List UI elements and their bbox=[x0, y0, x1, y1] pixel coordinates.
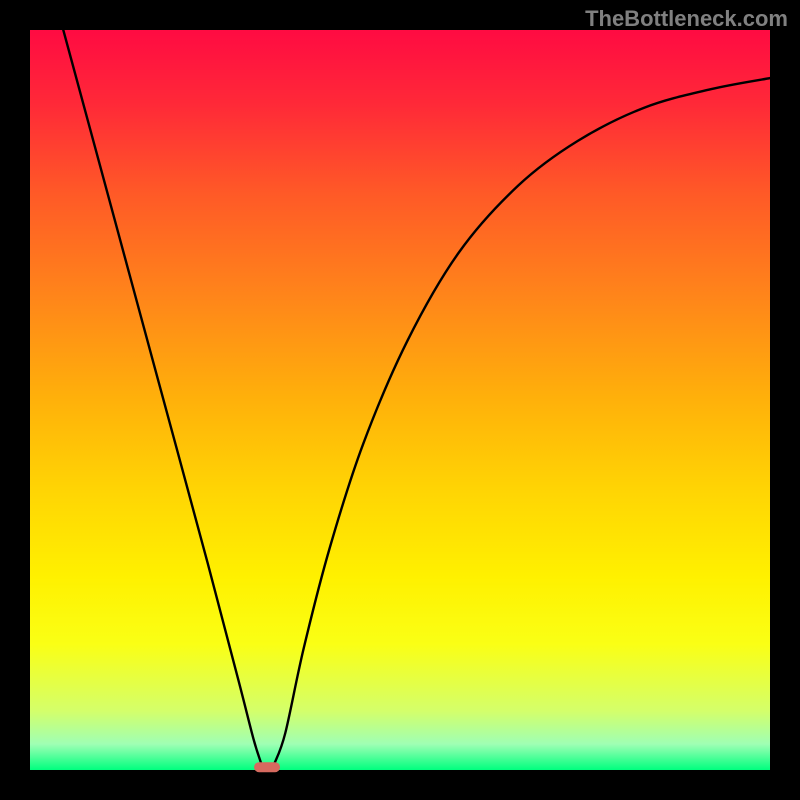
chart-svg bbox=[30, 30, 770, 770]
watermark-text: TheBottleneck.com bbox=[585, 6, 788, 32]
chart-background bbox=[30, 30, 770, 770]
cusp-marker bbox=[254, 762, 280, 772]
chart-container: TheBottleneck.com bbox=[0, 0, 800, 800]
plot-area bbox=[30, 30, 770, 770]
